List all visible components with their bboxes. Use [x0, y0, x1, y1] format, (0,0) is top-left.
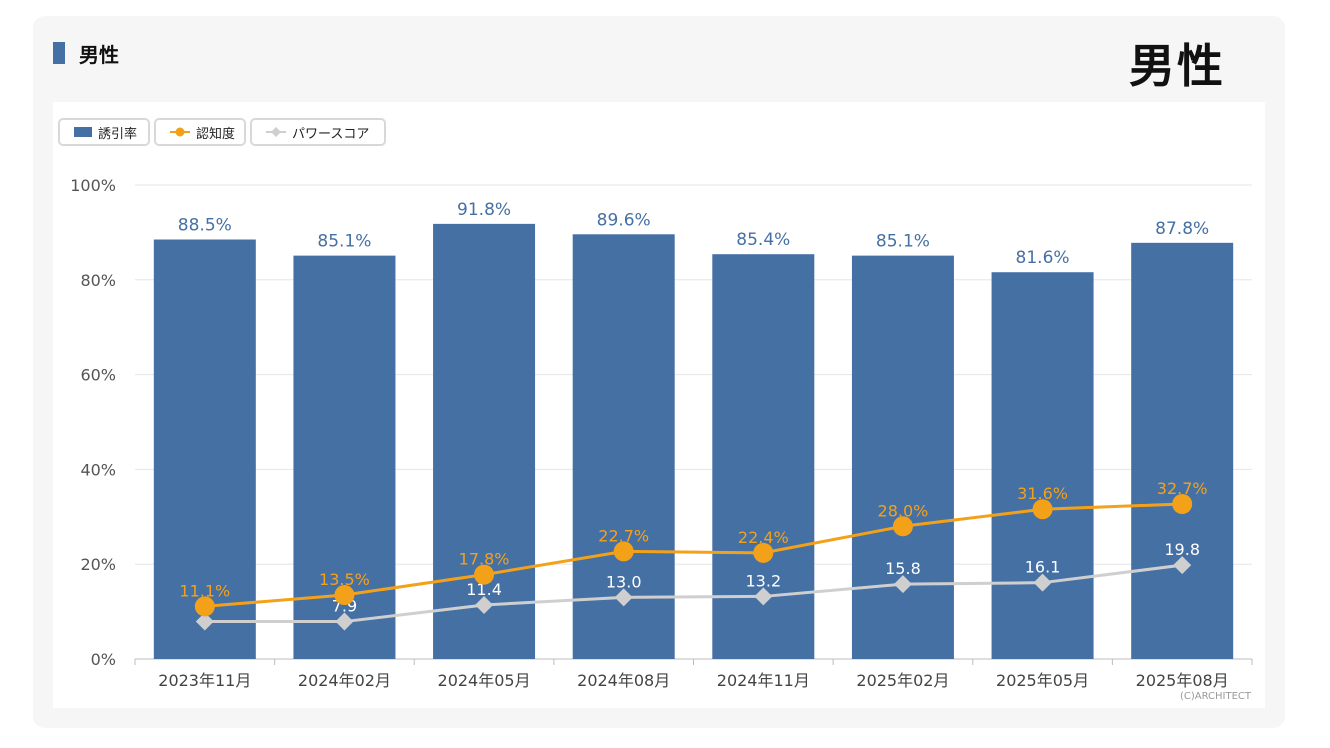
legend-label-power-score: パワースコア [292, 126, 370, 142]
bar-data-label: 87.8% [1155, 219, 1209, 239]
awareness-data-label: 13.5% [319, 570, 370, 589]
bar-data-label: 81.6% [1016, 248, 1070, 268]
bar-data-label: 89.6% [597, 210, 651, 230]
awareness-data-label: 22.4% [738, 528, 789, 547]
awareness-point [474, 564, 495, 585]
awareness-data-label: 31.6% [1017, 484, 1068, 503]
power-score-data-label: 11.4 [466, 580, 502, 599]
power-score-point [614, 588, 633, 607]
bar-data-label: 85.4% [736, 230, 790, 250]
copyright-credit: (C)ARCHITECT [1179, 691, 1251, 702]
awareness-point [1172, 494, 1193, 515]
section-title: 男性 [79, 42, 119, 67]
power-score-data-label: 13.0 [606, 572, 642, 591]
awareness-line [204, 502, 1183, 608]
legend-item-attraction[interactable]: 誘引率 [58, 118, 150, 146]
bar-1 [153, 239, 256, 659]
legend-item-power-score[interactable]: パワースコア [250, 118, 386, 146]
y-tick-label: 80% [80, 271, 116, 290]
x-tick-label: 2024年05月 [438, 671, 531, 690]
chart-legend: 誘引率 認知度 パワースコア [58, 118, 386, 146]
power-score-point [335, 612, 354, 631]
circle-line-icon [170, 127, 190, 137]
y-tick-label: 20% [80, 555, 116, 574]
legend-label-awareness: 認知度 [196, 126, 236, 142]
power-score-point [754, 587, 773, 606]
power-score-data-label: 16.1 [1025, 558, 1061, 577]
awareness-point [1032, 499, 1053, 520]
bar-data-label: 85.1% [317, 232, 371, 252]
awareness-data-label: 28.0% [878, 501, 929, 520]
bar-3 [433, 223, 536, 660]
x-tick-label: 2024年11月 [717, 671, 810, 690]
section-marker [53, 42, 65, 64]
bar-data-label: 85.1% [876, 232, 930, 252]
awareness-point [613, 541, 634, 562]
legend-item-awareness[interactable]: 認知度 [154, 118, 246, 146]
legend-label-attraction: 誘引率 [98, 126, 138, 142]
y-tick-label: 40% [80, 460, 116, 479]
awareness-point [753, 542, 774, 563]
y-tick-label: 60% [80, 366, 116, 385]
x-tick-label: 2025年08月 [1136, 671, 1229, 690]
bar-4 [572, 234, 675, 659]
power-score-data-label: 15.8 [885, 559, 921, 578]
awareness-point [892, 516, 913, 537]
x-tick-label: 2024年02月 [298, 671, 391, 690]
diamond-line-icon [266, 127, 286, 137]
awareness-data-label: 32.7% [1157, 479, 1208, 498]
bar-data-label: 88.5% [178, 216, 232, 236]
bar-8 [1131, 242, 1234, 659]
y-tick-label: 0% [91, 650, 116, 669]
awareness-point [194, 596, 215, 617]
awareness-data-label: 17.8% [459, 550, 510, 569]
x-tick-label: 2024年08月 [577, 671, 670, 690]
bar-6 [851, 255, 954, 659]
power-score-point [893, 575, 912, 594]
power-score-point [195, 612, 214, 631]
page-title: 男性 [1129, 39, 1225, 93]
x-tick-label: 2023年11月 [158, 671, 251, 690]
awareness-data-label: 11.1% [179, 581, 230, 600]
power-score-data-label: 13.2 [746, 571, 782, 590]
x-tick-label: 2025年02月 [856, 671, 949, 690]
y-tick-label: 100% [70, 176, 116, 195]
power-score-point [1173, 556, 1192, 575]
power-score-line [204, 563, 1183, 624]
section-header: 男性 [53, 40, 119, 67]
awareness-data-label: 22.7% [598, 526, 649, 545]
power-score-point [475, 595, 494, 614]
awareness-point [334, 585, 355, 606]
power-score-point [1033, 573, 1052, 592]
power-score-data-label: 19.8 [1164, 540, 1200, 559]
bar-data-label: 91.8% [457, 200, 511, 220]
bar-7 [991, 272, 1094, 659]
bar-swatch-icon [74, 127, 92, 137]
x-tick-label: 2025年05月 [996, 671, 1089, 690]
